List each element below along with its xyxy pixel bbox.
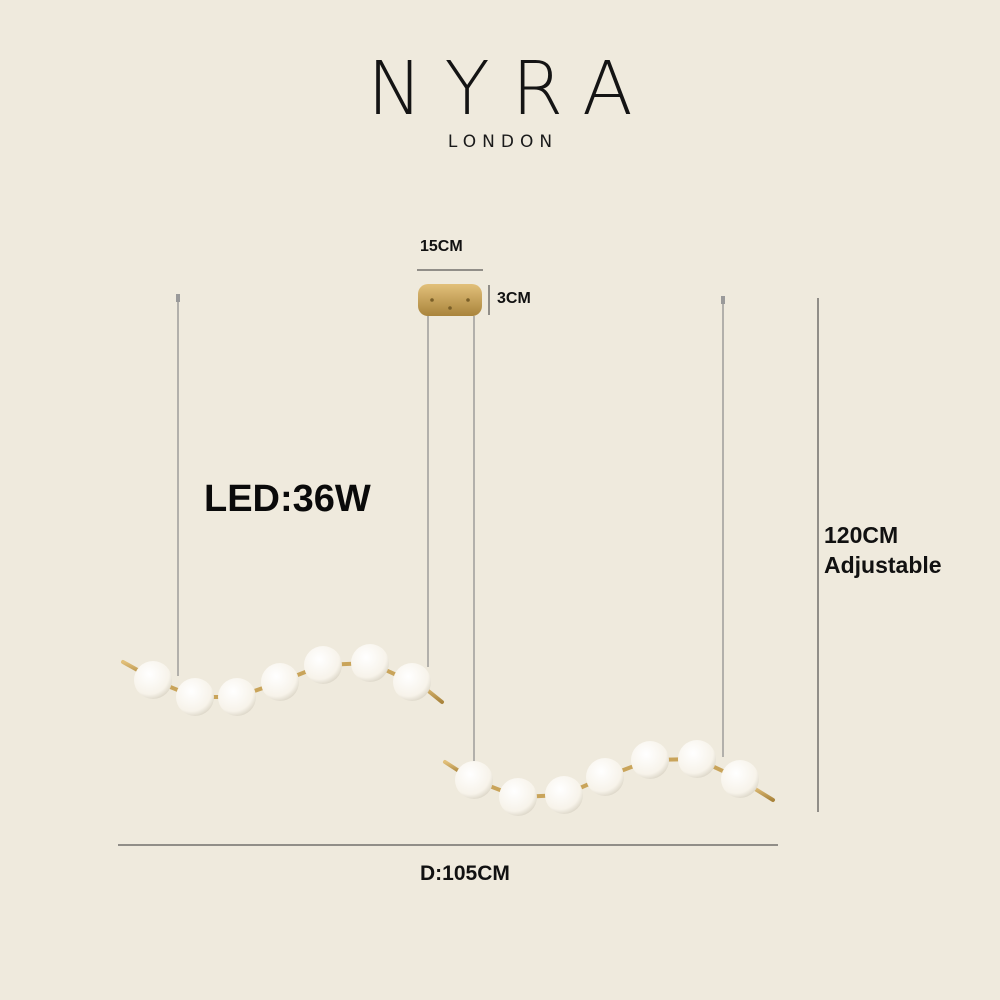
canopy-height-label: 3CM xyxy=(497,290,531,307)
length-label: D:105CM xyxy=(420,862,510,885)
height-label: 120CM Adjustable xyxy=(824,520,942,580)
glass-globe xyxy=(721,760,759,798)
glass-globe xyxy=(499,778,537,816)
glass-globe xyxy=(393,663,431,701)
power-label: LED:36W xyxy=(204,478,371,520)
glass-globe xyxy=(261,663,299,701)
lower-fixture-globes xyxy=(455,740,759,816)
glass-globe xyxy=(586,758,624,796)
glass-globe xyxy=(351,644,389,682)
glass-globe xyxy=(631,741,669,779)
ceiling-canopy xyxy=(418,284,482,316)
brand-location: LONDON xyxy=(447,132,559,152)
brand-name: NYRA xyxy=(367,46,655,132)
glass-globe xyxy=(218,678,256,716)
glass-globe xyxy=(678,740,716,778)
canopy-width-label: 15CM xyxy=(420,238,463,255)
height-value: 120CM xyxy=(824,522,899,548)
brand-logo: NYRA LONDON xyxy=(0,52,1000,152)
glass-globe xyxy=(304,646,342,684)
glass-globe xyxy=(134,661,172,699)
upper-fixture-globes xyxy=(134,644,431,716)
glass-globe xyxy=(455,761,493,799)
glass-globe xyxy=(176,678,214,716)
height-note: Adjustable xyxy=(824,552,942,578)
glass-globe xyxy=(545,776,583,814)
